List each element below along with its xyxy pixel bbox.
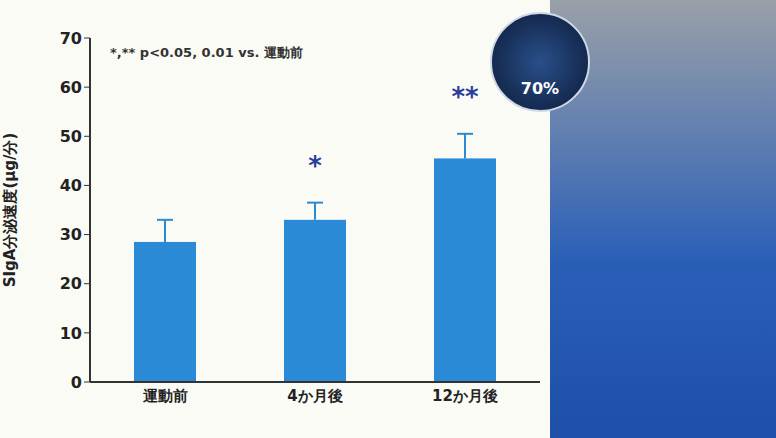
svg-text:12か月後: 12か月後 <box>432 387 498 405</box>
svg-text:60: 60 <box>60 78 82 97</box>
svg-text:4か月後: 4か月後 <box>287 387 342 405</box>
html-text:*,** p<0.05, 0.01 vs. 運動前: *,** p<0.05, 0.01 vs. 運動前 <box>110 45 303 60</box>
svg-text:*: * <box>308 151 322 181</box>
svg-text:運動前: 運動前 <box>142 387 188 405</box>
svg-text:10: 10 <box>60 324 82 343</box>
svg-text:20: 20 <box>60 274 82 293</box>
svg-text:**: ** <box>451 82 479 112</box>
svg-text:50: 50 <box>60 127 82 146</box>
html-text:70%: 70% <box>520 79 560 98</box>
svg-text:0: 0 <box>71 373 82 392</box>
svg-text:30: 30 <box>60 225 82 244</box>
svg-text:SIgA分泌速度(μg/分): SIgA分泌速度(μg/分) <box>1 133 19 288</box>
svg-text:40: 40 <box>60 176 82 195</box>
svg-text:70: 70 <box>60 29 82 48</box>
